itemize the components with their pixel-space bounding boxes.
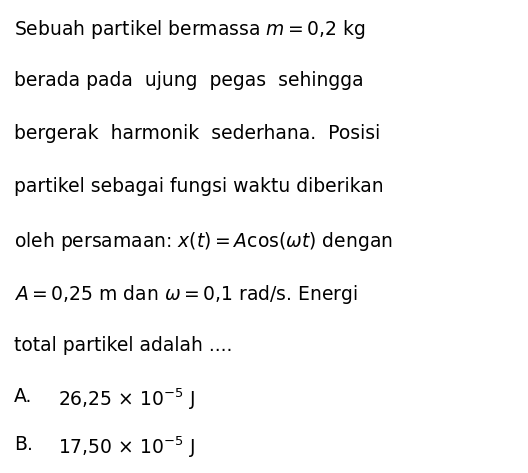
Text: total partikel adalah ....: total partikel adalah .... [14,336,232,355]
Text: Sebuah partikel bermassa $m = 0{,}2$ kg: Sebuah partikel bermassa $m = 0{,}2$ kg [14,18,366,41]
Text: bergerak  harmonik  sederhana.  Posisi: bergerak harmonik sederhana. Posisi [14,124,380,143]
Text: berada pada  ujung  pegas  sehingga: berada pada ujung pegas sehingga [14,71,364,90]
Text: partikel sebagai fungsi waktu diberikan: partikel sebagai fungsi waktu diberikan [14,177,384,196]
Text: A.: A. [14,386,32,405]
Text: B.: B. [14,435,33,454]
Text: $A = 0{,}25$ m dan $\omega = 0{,}1$ rad/s. Energi: $A = 0{,}25$ m dan $\omega = 0{,}1$ rad/… [14,283,358,306]
Text: oleh persamaan: $x(t) = A\cos(\omega t)$ dengan: oleh persamaan: $x(t) = A\cos(\omega t)$… [14,230,393,253]
Text: 17,50 × 10$^{-5}$ J: 17,50 × 10$^{-5}$ J [58,435,195,460]
Text: 26,25 × 10$^{-5}$ J: 26,25 × 10$^{-5}$ J [58,386,195,412]
